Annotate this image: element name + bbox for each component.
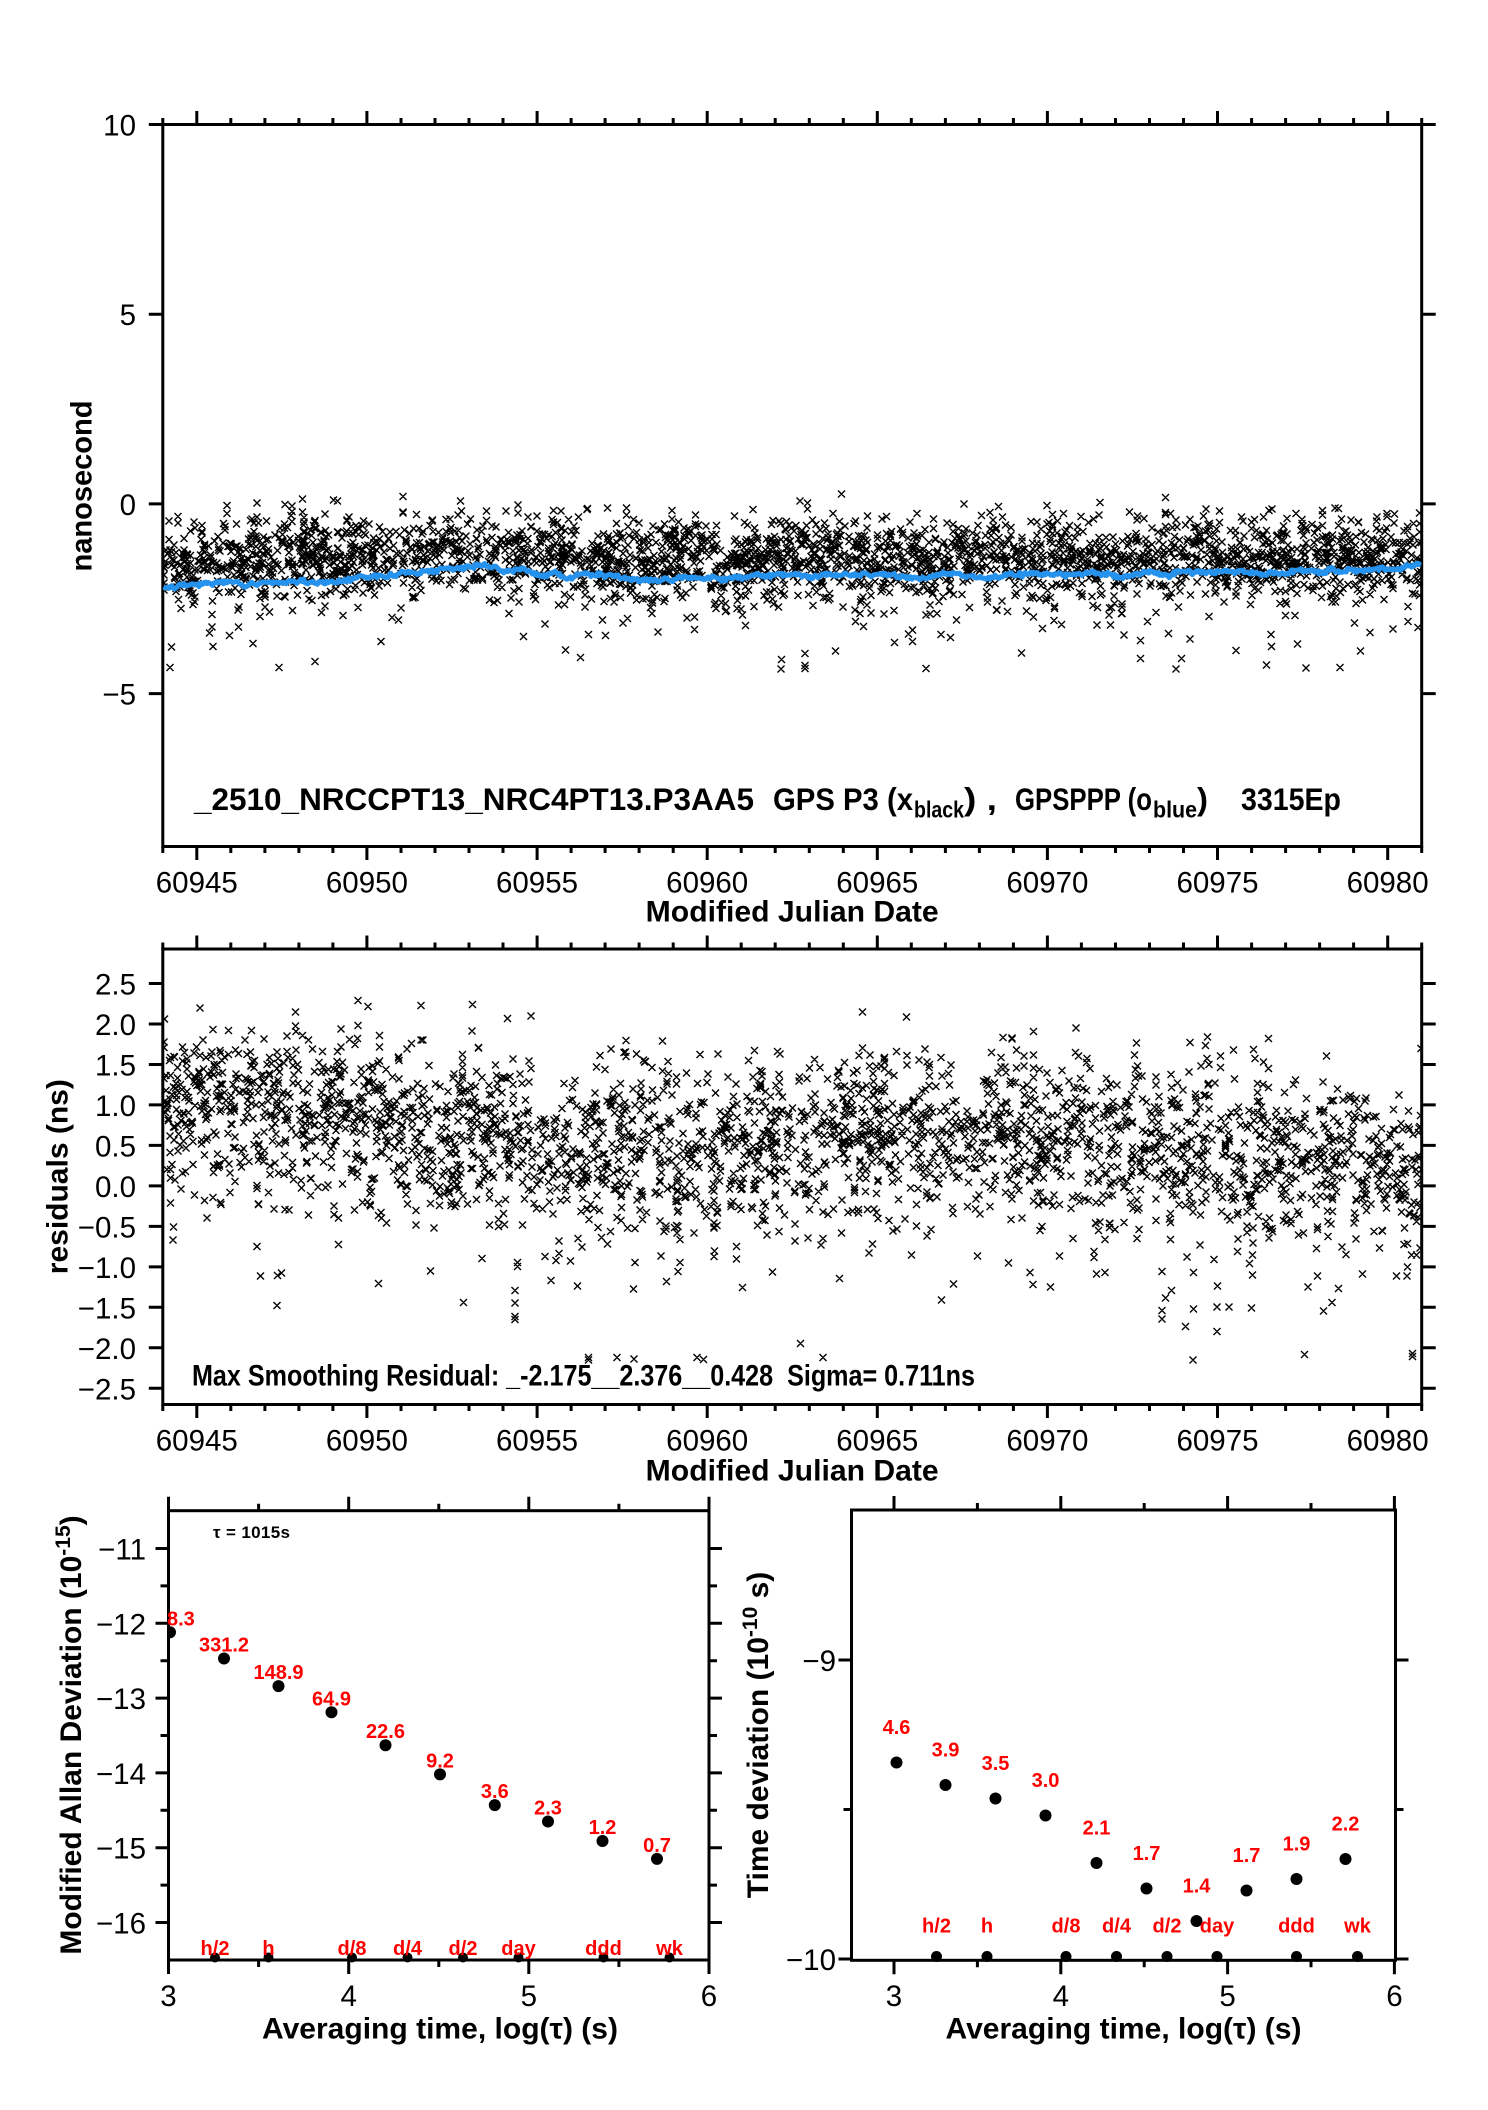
svg-text:−13: −13 bbox=[96, 1683, 146, 1716]
svg-text:2.5: 2.5 bbox=[95, 969, 136, 1002]
svg-text:Averaging time, log(τ) (s): Averaging time, log(τ) (s) bbox=[946, 2013, 1302, 2046]
svg-text:4: 4 bbox=[340, 1980, 356, 2013]
svg-text:6: 6 bbox=[701, 1980, 717, 2013]
svg-text:9.2: 9.2 bbox=[426, 1750, 454, 1772]
svg-text:Modified Allan Deviation (10-1: Modified Allan Deviation (10-15) bbox=[52, 1515, 88, 1954]
svg-text:1.7: 1.7 bbox=[1133, 1843, 1161, 1865]
svg-text:5: 5 bbox=[120, 299, 136, 332]
svg-text:0: 0 bbox=[120, 489, 136, 522]
svg-text:−15: −15 bbox=[96, 1833, 146, 1866]
svg-text:d/8: d/8 bbox=[1052, 1916, 1081, 1938]
svg-text:60965: 60965 bbox=[836, 866, 918, 899]
svg-text:τ = 1015s: τ = 1015s bbox=[213, 1523, 290, 1542]
svg-text:d/2: d/2 bbox=[1153, 1916, 1182, 1938]
svg-text:−2.5: −2.5 bbox=[78, 1373, 136, 1406]
svg-text:60975: 60975 bbox=[1176, 1425, 1258, 1458]
svg-text:2.2: 2.2 bbox=[1332, 1814, 1360, 1836]
svg-text:h/2: h/2 bbox=[922, 1916, 951, 1938]
svg-text:nanosecond: nanosecond bbox=[66, 401, 99, 572]
svg-text:1.5: 1.5 bbox=[95, 1050, 136, 1083]
svg-text:d/8: d/8 bbox=[338, 1938, 367, 1960]
svg-text:GPS P3 (xblack) ,GPSPPP (oblue: GPS P3 (xblack) , GPSPPP (oblue) 3315Ep bbox=[773, 781, 1341, 823]
svg-text:2.3: 2.3 bbox=[534, 1798, 562, 1820]
svg-text:60975: 60975 bbox=[1176, 866, 1258, 899]
svg-text:_2510_NRCCPT13_NRC4PT13.P3AA5: _2510_NRCCPT13_NRC4PT13.P3AA5 bbox=[193, 781, 754, 817]
svg-text:60945: 60945 bbox=[156, 866, 238, 899]
svg-text:−11: −11 bbox=[98, 1534, 146, 1567]
svg-text:3.5: 3.5 bbox=[982, 1753, 1010, 1775]
svg-text:60955: 60955 bbox=[496, 1425, 578, 1458]
svg-text:60945: 60945 bbox=[156, 1425, 238, 1458]
svg-text:60950: 60950 bbox=[326, 1425, 408, 1458]
svg-text:60965: 60965 bbox=[836, 1425, 918, 1458]
svg-text:0.0: 0.0 bbox=[95, 1171, 136, 1204]
svg-text:1.4: 1.4 bbox=[1183, 1876, 1212, 1898]
svg-text:4.6: 4.6 bbox=[883, 1717, 911, 1739]
svg-text:3.6: 3.6 bbox=[481, 1781, 509, 1803]
svg-text:Averaging time, log(τ) (s): Averaging time, log(τ) (s) bbox=[262, 2013, 618, 2046]
svg-text:Modified Julian Date: Modified Julian Date bbox=[646, 1455, 939, 1488]
svg-text:residuals (ns): residuals (ns) bbox=[42, 1079, 75, 1274]
svg-text:−2.0: −2.0 bbox=[78, 1333, 136, 1366]
svg-text:wk: wk bbox=[655, 1938, 684, 1960]
svg-text:wk: wk bbox=[1343, 1916, 1372, 1938]
svg-text:3: 3 bbox=[160, 1980, 176, 2013]
svg-text:−14: −14 bbox=[96, 1758, 146, 1791]
svg-text:60955: 60955 bbox=[496, 866, 578, 899]
svg-text:h/2: h/2 bbox=[201, 1938, 230, 1960]
svg-text:h: h bbox=[981, 1916, 993, 1938]
svg-text:−5: −5 bbox=[102, 679, 136, 712]
svg-text:d/4: d/4 bbox=[393, 1938, 423, 1960]
svg-text:60980: 60980 bbox=[1347, 866, 1429, 899]
svg-text:d/4: d/4 bbox=[1102, 1916, 1132, 1938]
svg-text:day: day bbox=[501, 1938, 536, 1960]
svg-text:−0.5: −0.5 bbox=[78, 1211, 136, 1244]
svg-text:8.3: 8.3 bbox=[167, 1608, 195, 1630]
svg-text:−1.0: −1.0 bbox=[78, 1252, 136, 1285]
svg-text:h: h bbox=[262, 1938, 274, 1960]
svg-text:22.6: 22.6 bbox=[366, 1721, 405, 1743]
svg-text:−1.5: −1.5 bbox=[78, 1292, 136, 1325]
svg-text:−9: −9 bbox=[802, 1645, 836, 1678]
svg-text:0.5: 0.5 bbox=[95, 1130, 136, 1163]
svg-text:1.9: 1.9 bbox=[1283, 1834, 1311, 1856]
svg-text:64.9: 64.9 bbox=[312, 1688, 351, 1710]
svg-text:1.0: 1.0 bbox=[95, 1090, 136, 1123]
svg-text:1.7: 1.7 bbox=[1233, 1845, 1261, 1867]
svg-text:ddd: ddd bbox=[1278, 1916, 1315, 1938]
svg-text:60970: 60970 bbox=[1006, 866, 1088, 899]
svg-text:−10: −10 bbox=[786, 1944, 836, 1977]
svg-text:5: 5 bbox=[1219, 1980, 1235, 2013]
svg-text:4: 4 bbox=[1053, 1980, 1069, 2013]
svg-text:1.2: 1.2 bbox=[589, 1817, 617, 1839]
svg-text:−16: −16 bbox=[96, 1908, 146, 1941]
svg-text:2.1: 2.1 bbox=[1083, 1818, 1111, 1840]
svg-text:60950: 60950 bbox=[326, 866, 408, 899]
svg-text:60980: 60980 bbox=[1347, 1425, 1429, 1458]
svg-text:Modified Julian Date: Modified Julian Date bbox=[646, 896, 939, 929]
svg-text:60960: 60960 bbox=[666, 1425, 748, 1458]
svg-text:Max Smoothing Residual: _-2.17: Max Smoothing Residual: _-2.175__2.376__… bbox=[192, 1360, 975, 1393]
svg-text:3.9: 3.9 bbox=[932, 1740, 960, 1762]
svg-text:10: 10 bbox=[103, 110, 136, 143]
svg-text:ddd: ddd bbox=[585, 1938, 622, 1960]
svg-text:2.0: 2.0 bbox=[95, 1009, 136, 1042]
svg-text:3.0: 3.0 bbox=[1032, 1770, 1060, 1792]
svg-text:−12: −12 bbox=[96, 1608, 146, 1641]
svg-text:331.2: 331.2 bbox=[199, 1635, 249, 1657]
svg-text:5: 5 bbox=[521, 1980, 537, 2013]
svg-text:6: 6 bbox=[1386, 1980, 1402, 2013]
svg-text:day: day bbox=[1200, 1916, 1235, 1938]
svg-text:148.9: 148.9 bbox=[253, 1662, 303, 1684]
svg-text:60970: 60970 bbox=[1006, 1425, 1088, 1458]
svg-text:60960: 60960 bbox=[666, 866, 748, 899]
svg-text:3: 3 bbox=[886, 1980, 902, 2013]
svg-text:0.7: 0.7 bbox=[643, 1835, 671, 1857]
svg-text:Time deviation (10-10 s): Time deviation (10-10 s) bbox=[739, 1572, 775, 1899]
svg-text:d/2: d/2 bbox=[449, 1938, 478, 1960]
